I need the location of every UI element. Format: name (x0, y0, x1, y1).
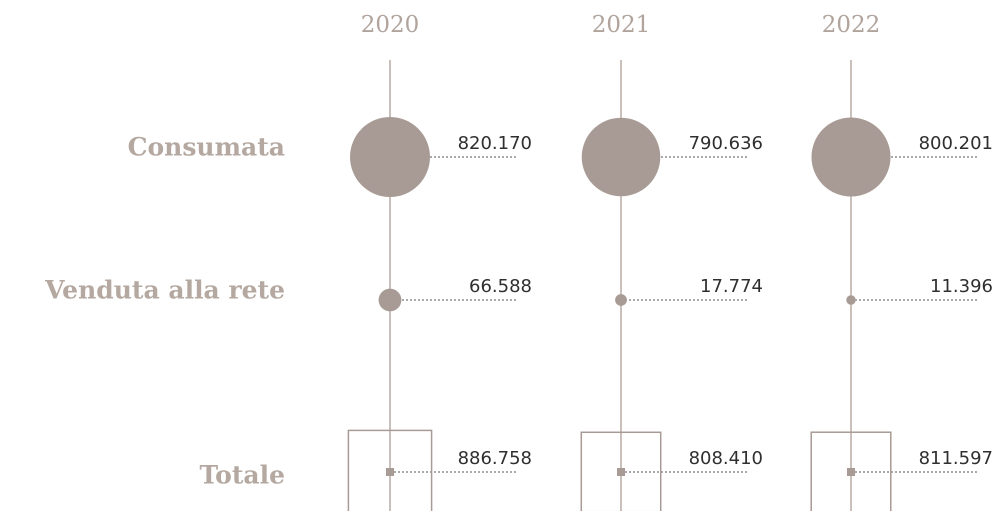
total-dot (617, 468, 625, 476)
value-label: 790.636 (689, 133, 763, 154)
value-label: 886.758 (458, 448, 532, 469)
bubble (378, 288, 402, 312)
year-label: 2021 (592, 12, 651, 38)
year-label: 2022 (822, 12, 881, 38)
year-label: 2020 (361, 12, 420, 38)
value-label: 800.201 (919, 133, 993, 154)
value-label: 17.774 (700, 276, 763, 297)
bubble (350, 117, 430, 197)
bubble (581, 117, 661, 197)
total-square (347, 429, 433, 511)
total-dot (386, 468, 394, 476)
row-label: Consumata (128, 133, 285, 162)
total-dot (847, 468, 855, 476)
value-label: 808.410 (689, 448, 763, 469)
value-label: 811.597 (919, 448, 993, 469)
bubble (811, 117, 891, 197)
bubble (846, 295, 856, 305)
total-square (810, 431, 892, 511)
value-label: 66.588 (469, 276, 532, 297)
value-label: 820.170 (458, 133, 532, 154)
row-label: Totale (199, 461, 285, 490)
value-label: 11.396 (930, 276, 993, 297)
row-label: Venduta alla rete (44, 276, 285, 305)
bubble (615, 294, 627, 306)
total-square (580, 431, 662, 511)
